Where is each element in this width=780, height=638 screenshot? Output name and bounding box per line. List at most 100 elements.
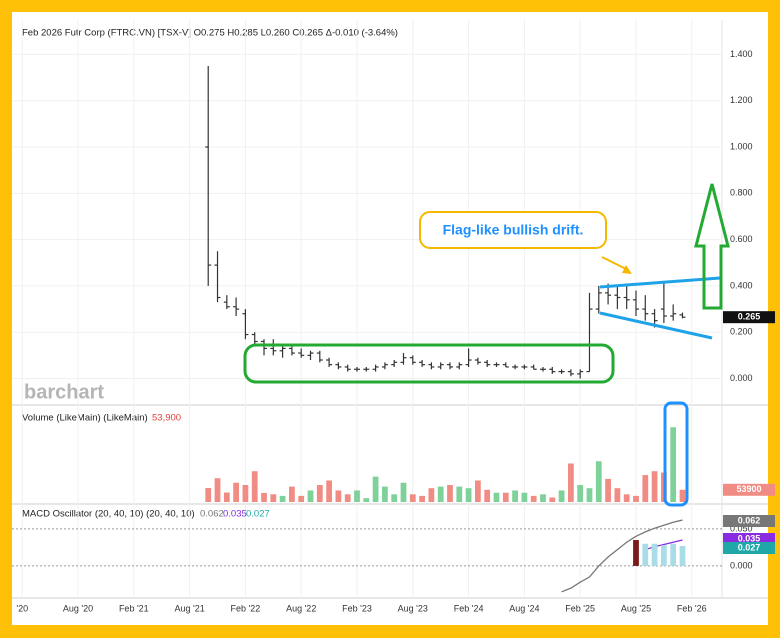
- volume-bar: [400, 482, 407, 502]
- volume-bar: [270, 494, 277, 502]
- volume-tag: 53900: [736, 484, 761, 494]
- x-tick-label: Feb '26: [677, 603, 707, 613]
- macd-tag-bg: [723, 515, 775, 527]
- chart-title: Feb 2026 Futr Corp (FTRC.VN) [TSX-V] O0.…: [22, 28, 398, 39]
- volume-bar: [595, 461, 602, 502]
- volume-bar: [326, 480, 332, 502]
- price-tag-bg: [723, 311, 775, 324]
- macd-tag: 0.027: [738, 542, 761, 552]
- volume-bar: [251, 471, 258, 502]
- macd-line: [561, 519, 683, 593]
- x-tick-label: Aug '23: [398, 603, 428, 613]
- volume-bar: [419, 495, 425, 502]
- volume-bar: [223, 492, 230, 502]
- y-tick-label: 0.000: [730, 560, 753, 570]
- volume-bar: [651, 471, 658, 502]
- volume-bar: [586, 488, 593, 502]
- x-tick-label: Feb '24: [454, 603, 484, 613]
- marks: '20 Aug '20 Feb '21 Aug '21 Feb '22 Aug '22 Fe…: [12, 20, 753, 613]
- callout-arrow: [601, 256, 629, 271]
- volume-bar: [558, 490, 565, 502]
- volume-bar: [456, 486, 463, 502]
- volume-bar: [502, 492, 509, 502]
- volume-bar: [540, 494, 546, 502]
- y-tick-label: 1.200: [730, 95, 753, 105]
- macd-legend-value: 0.027: [246, 509, 270, 520]
- volume-bar: [205, 487, 212, 502]
- volume-bar: [214, 478, 221, 502]
- up-arrow: [694, 183, 730, 310]
- volume-bar: [568, 463, 574, 502]
- macd-line: [645, 539, 683, 551]
- macd-tag: 0.035: [738, 533, 761, 543]
- volume-bar: [354, 490, 360, 502]
- volume-bar: [391, 494, 398, 502]
- x-tick-label: Aug '21: [174, 603, 204, 613]
- histogram-bar: [651, 543, 658, 566]
- macd-title: MACD Oscillator (20, 40, 10) (20, 40, 10…: [22, 509, 195, 520]
- histogram-bar: [670, 543, 677, 566]
- volume-bar: [530, 495, 537, 502]
- y-tick-label: 0.400: [730, 280, 753, 290]
- volume-bar: [577, 485, 584, 502]
- y-tick-label: 0.800: [730, 188, 753, 198]
- trend-line: [599, 276, 721, 289]
- y-tick-label: 0.200: [730, 327, 753, 337]
- volume-bar: [521, 492, 528, 502]
- volume-bar: [279, 495, 286, 502]
- volume-bar: [316, 485, 323, 502]
- volume-bar: [335, 490, 342, 502]
- x-tick-label: Aug '20: [63, 603, 93, 613]
- x-tick-label: Feb '21: [119, 603, 149, 613]
- volume-bar: [549, 497, 556, 502]
- volume-bar: [614, 488, 621, 502]
- volume-legend-value: 53,900: [152, 413, 181, 424]
- volume-bar: [307, 490, 314, 502]
- macd-tag-bg: [723, 542, 775, 554]
- volume-bar: [344, 494, 351, 502]
- macd-legend-value: 0.062: [200, 509, 224, 520]
- chart-area: [12, 12, 768, 625]
- histogram-bar: [642, 543, 649, 566]
- y-tick-label: 0.000: [730, 373, 753, 383]
- callout-box: [419, 211, 607, 249]
- volume-bar: [437, 486, 444, 502]
- callout-text: Flag-like bullish drift.: [443, 222, 584, 238]
- trend-line: [599, 311, 713, 340]
- x-tick-label: Feb '25: [565, 603, 595, 613]
- y-tick-label: 1.400: [730, 49, 753, 59]
- y-tick-label: 0.600: [730, 234, 753, 244]
- x-tick-label: Aug '25: [621, 603, 651, 613]
- volume-bar: [363, 498, 370, 502]
- volume-bar: [484, 489, 491, 502]
- volume-bar: [289, 486, 295, 502]
- volume-bar: [633, 495, 639, 502]
- volume-highlight: [663, 401, 689, 507]
- volume-bar: [512, 490, 518, 502]
- volume-bar: [261, 492, 267, 502]
- volume-bar: [475, 480, 481, 502]
- volume-bar: [670, 427, 677, 502]
- price-tag: 0.265: [738, 312, 761, 322]
- macd-tag: 0.062: [738, 515, 761, 525]
- x-tick-label: Feb '22: [231, 603, 261, 613]
- callout-arrowhead: [622, 265, 632, 274]
- volume-bar: [382, 486, 388, 502]
- volume-bar: [409, 494, 416, 502]
- volume-bar: [465, 488, 472, 502]
- volume-bar: [623, 494, 630, 502]
- volume-bar: [298, 495, 305, 502]
- watermark: barchart: [24, 381, 104, 403]
- y-tick-label: 1.000: [730, 141, 753, 151]
- x-tick-label: Aug '22: [286, 603, 316, 613]
- volume-bar: [605, 478, 611, 502]
- volume-bar: [679, 489, 686, 502]
- histogram-bar: [633, 540, 639, 566]
- x-tick-label: '20: [16, 603, 28, 613]
- y-tick-label: 0.050: [730, 523, 753, 533]
- histogram-bar: [660, 545, 667, 566]
- histogram-bar: [679, 545, 686, 566]
- volume-title: Volume (LikeMain) (LikeMain): [22, 413, 148, 424]
